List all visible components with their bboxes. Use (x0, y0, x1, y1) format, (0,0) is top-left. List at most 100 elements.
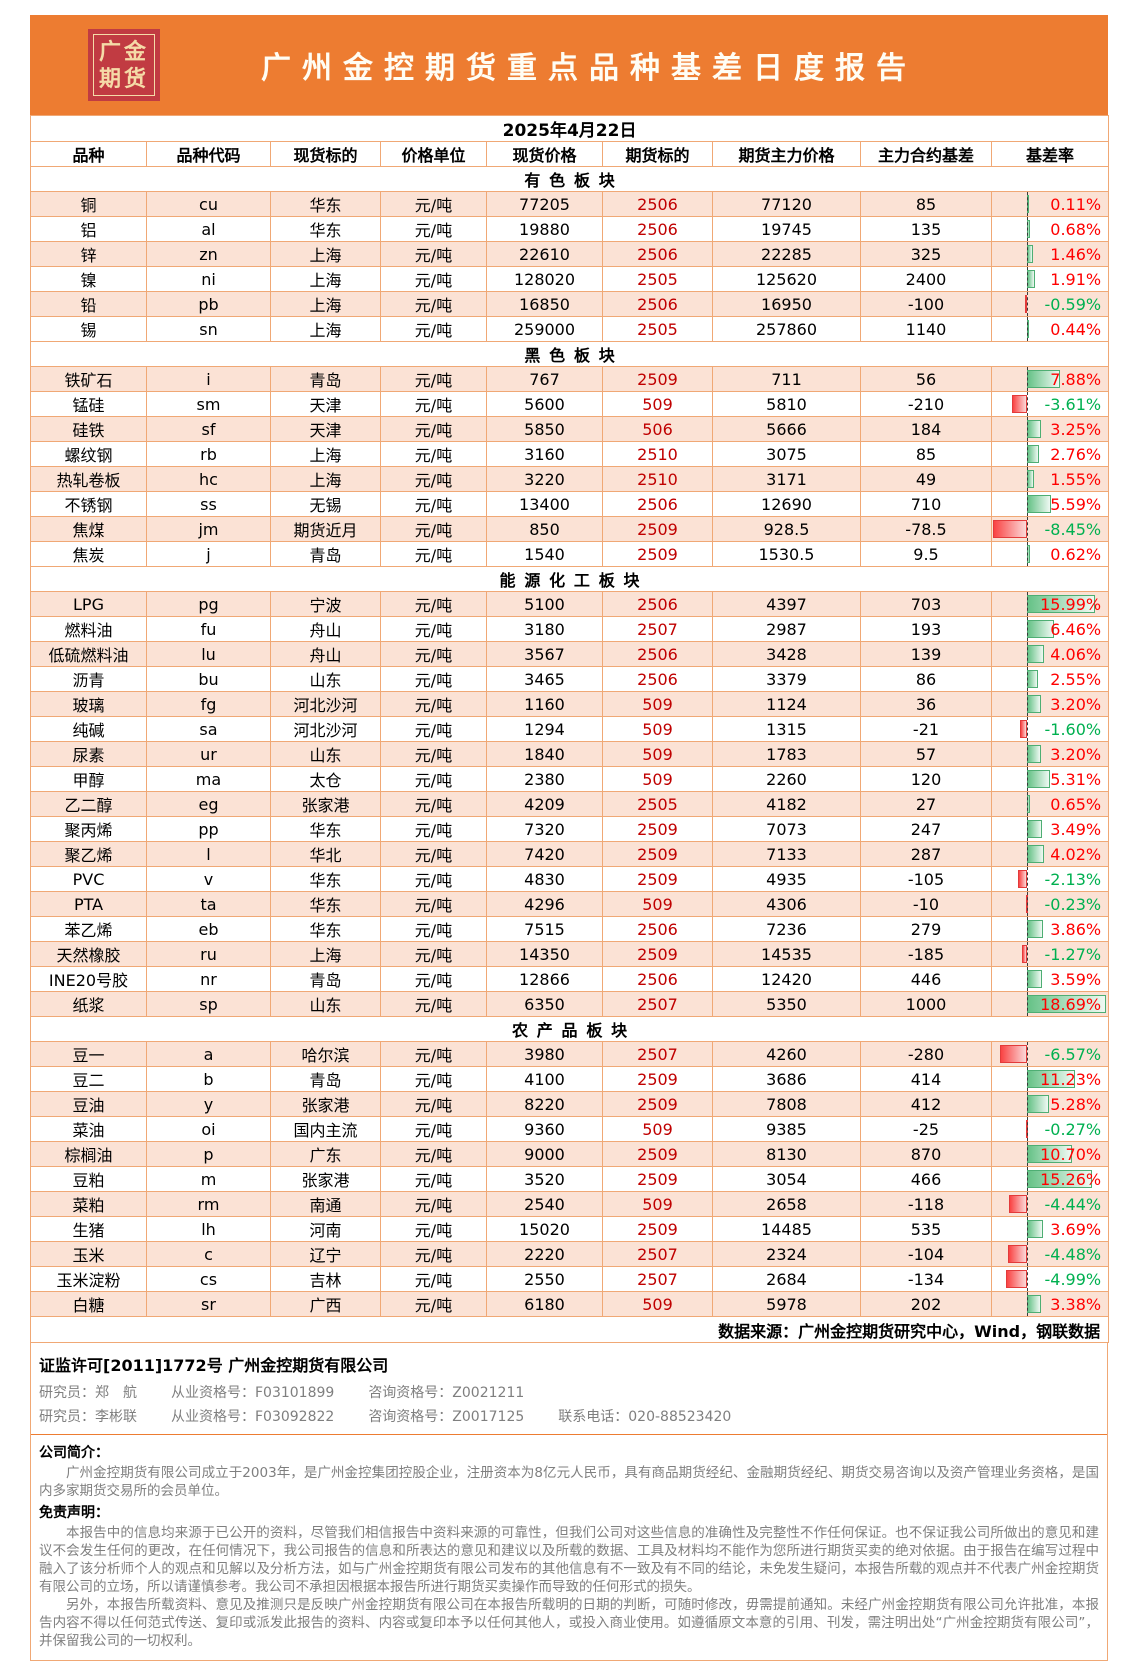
basis-rate-value: 0.65% (1050, 794, 1102, 814)
basis-rate-value: 11.23% (1040, 1069, 1102, 1089)
cell-name: 豆二 (30, 1066, 147, 1092)
cell-futures_price: 2987 (712, 616, 861, 642)
cell-contract: 2505 (602, 791, 713, 817)
table-row: 焦煤 jm 期货近月 元/吨 850 2509 928.5 -78.5 -8.45% (30, 516, 1110, 542)
cell-code: i (146, 366, 271, 392)
cell-spot: 宁波 (270, 591, 381, 617)
cell-unit: 元/吨 (380, 1191, 487, 1217)
cell-basis: -280 (860, 1041, 992, 1067)
section-header-row: 黑色板块 (29, 341, 1110, 367)
cell-code: sf (146, 416, 271, 442)
zero-axis-line (1027, 892, 1028, 916)
company-intro-title: 公司简介： (39, 1445, 109, 1461)
cell-futures_price: 22285 (712, 241, 861, 267)
cell-code: y (146, 1091, 271, 1117)
cell-basis-rate: 3.69% (990, 1216, 1110, 1242)
table-row: 豆一 a 哈尔滨 元/吨 3980 2507 4260 -280 -6.57% (30, 1041, 1110, 1067)
zero-axis-line (1027, 667, 1028, 691)
zero-axis-line (1027, 617, 1028, 641)
cell-code: rm (146, 1191, 271, 1217)
column-header-row: 品种 品种代码 现货标的 价格单位 现货价格 期货标的 期货主力价格 主力合约基差 基差率 (30, 141, 1110, 167)
cell-futures_price: 4182 (712, 791, 861, 817)
cell-spot_price: 5100 (486, 591, 603, 617)
disclaimer-paragraph-2: 另外，本报告所载资料、意见及推测只是反映广州金控期货有限公司在本报告所载明的日期… (39, 1597, 1099, 1649)
cell-spot_price: 8220 (486, 1091, 603, 1117)
cell-futures_price: 7073 (712, 816, 861, 842)
cell-code: sr (146, 1291, 271, 1317)
cell-futures_price: 8130 (712, 1141, 861, 1167)
basis-rate-value: 15.26% (1040, 1169, 1102, 1189)
cell-spot: 河南 (270, 1216, 381, 1242)
cell-spot: 上海 (270, 291, 381, 317)
cell-basis-rate: 10.70% (990, 1141, 1110, 1167)
cell-contract: 2506 (602, 916, 713, 942)
cell-basis: -10 (860, 891, 992, 917)
cell-futures_price: 1530.5 (712, 541, 861, 567)
cell-name: 苯乙烯 (30, 916, 147, 942)
cell-code: eg (146, 791, 271, 817)
cell-code: ss (146, 491, 271, 517)
cell-unit: 元/吨 (380, 591, 487, 617)
cell-spot_price: 4296 (486, 891, 603, 917)
cell-contract: 2506 (602, 241, 713, 267)
cell-spot_price: 3520 (486, 1166, 603, 1192)
cell-contract: 2509 (602, 1166, 713, 1192)
cell-basis-rate: -0.27% (990, 1116, 1110, 1142)
cell-code: b (146, 1066, 271, 1092)
cell-futures_price: 2324 (712, 1241, 861, 1267)
column-header: 现货标的 (270, 141, 381, 167)
table-row: 聚乙烯 l 华北 元/吨 7420 2509 7133 287 4.02% (30, 841, 1110, 867)
cell-name: 生猪 (30, 1216, 147, 1242)
table-row: 铝 al 华东 元/吨 19880 2506 19745 135 0.68% (30, 216, 1110, 242)
cell-contract: 509 (602, 1291, 713, 1317)
cell-futures_price: 16950 (712, 291, 861, 317)
cell-spot_price: 3220 (486, 466, 603, 492)
cell-contract: 2509 (602, 1216, 713, 1242)
practice-cert-no: 从业资格号：F03092822 (171, 1409, 335, 1425)
basis-rate-bar (1027, 820, 1042, 838)
cell-spot_price: 9360 (486, 1116, 603, 1142)
cell-spot_price: 6350 (486, 991, 603, 1017)
cell-basis-rate: -6.57% (990, 1041, 1110, 1067)
cell-contract: 2505 (602, 266, 713, 292)
cell-basis-rate: 3.86% (990, 916, 1110, 942)
cell-contract: 509 (602, 741, 713, 767)
zero-axis-line (1027, 1117, 1028, 1141)
cell-unit: 元/吨 (380, 941, 487, 967)
cell-unit: 元/吨 (380, 1041, 487, 1067)
column-header: 品种 (30, 141, 147, 167)
cell-code: sn (146, 316, 271, 342)
basis-rate-value: 2.76% (1050, 444, 1102, 464)
cell-name: 尿素 (30, 741, 147, 767)
cell-futures_price: 1124 (712, 691, 861, 717)
cell-contract: 509 (602, 716, 713, 742)
section-title: 能源化工板块 (29, 566, 1110, 592)
cell-spot: 辽宁 (270, 1241, 381, 1267)
cell-spot_price: 7320 (486, 816, 603, 842)
cell-name: 低硫燃料油 (30, 641, 147, 667)
license-line: 证监许可[2011]1772号 广州金控期货有限公司 (39, 1356, 389, 1375)
cell-code: m (146, 1166, 271, 1192)
table-row: 甲醇 ma 太仓 元/吨 2380 509 2260 120 5.31% (30, 766, 1110, 792)
basis-rate-value: -1.60% (1044, 719, 1102, 739)
cell-basis-rate: -0.59% (990, 291, 1110, 317)
cell-basis: 27 (860, 791, 992, 817)
cell-spot_price: 1160 (486, 691, 603, 717)
cell-spot: 太仓 (270, 766, 381, 792)
table-row: LPG pg 宁波 元/吨 5100 2506 4397 703 15.99% (30, 591, 1110, 617)
cell-spot_price: 767 (486, 366, 603, 392)
cell-spot: 华东 (270, 866, 381, 892)
report-date-row: 2025年4月22日 (29, 115, 1110, 142)
cell-basis: 710 (860, 491, 992, 517)
cell-contract: 509 (602, 766, 713, 792)
cell-code: lu (146, 641, 271, 667)
cell-unit: 元/吨 (380, 191, 487, 217)
cell-code: hc (146, 466, 271, 492)
cell-basis-rate: 5.59% (990, 491, 1110, 517)
cell-futures_price: 7236 (712, 916, 861, 942)
cell-basis-rate: 1.55% (990, 466, 1110, 492)
basis-rate-value: -4.44% (1044, 1194, 1102, 1214)
basis-rate-bar (1008, 1195, 1027, 1213)
cell-futures_price: 77120 (712, 191, 861, 217)
cell-basis: 1000 (860, 991, 992, 1017)
